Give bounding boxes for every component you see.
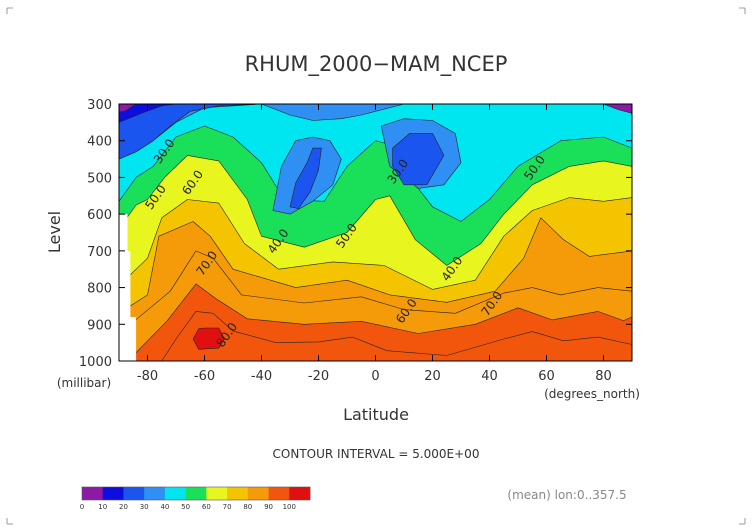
x-tick-label: 0	[371, 369, 379, 384]
x-tick-label: 20	[424, 369, 441, 384]
y-tick-label: 900	[87, 318, 112, 333]
colorbar-swatch	[82, 487, 104, 500]
colorbar-label: 90	[264, 503, 273, 511]
x-tick-label: -80	[137, 369, 158, 384]
axes: -80 -60 -40 -20 0 20 40 60 80 300 400 500 600 700 800 9…	[79, 98, 632, 384]
contour-interval: CONTOUR INTERVAL = 5.000E+00	[273, 447, 480, 461]
y-axis-label: Level	[45, 211, 64, 253]
x-axis-label: Latitude	[343, 405, 409, 424]
x-tick-label: -60	[194, 369, 215, 384]
colorbar-label: 80	[243, 503, 252, 511]
contour-region-90	[192, 327, 225, 350]
y-tick-label: 1000	[79, 355, 112, 370]
colorbar-frame	[81, 486, 311, 501]
colorbar-label: 100	[283, 503, 296, 511]
contour-region-20	[118, 103, 262, 160]
y-tick-label: 400	[87, 135, 112, 150]
colorbar-label: 50	[181, 503, 190, 511]
chart-title: RHUM_2000−MAM_NCEP	[245, 52, 508, 77]
contour-region-25	[392, 133, 445, 186]
y-axis-units: (millibar)	[57, 376, 111, 390]
colorbar-swatch	[206, 487, 228, 500]
crop-marks	[6, 7, 746, 525]
contour-plot	[118, 103, 633, 362]
colorbar-label: 0	[80, 503, 84, 511]
y-tick-label: 500	[87, 171, 112, 186]
colorbar-label: 70	[223, 503, 232, 511]
colorbar-swatch	[164, 487, 186, 500]
y-tick-label: 600	[87, 208, 112, 223]
colorbar-swatch	[123, 487, 145, 500]
colorbar-swatch	[185, 487, 207, 500]
y-tick-label: 700	[87, 245, 112, 260]
contour-region-30b	[289, 147, 322, 209]
colorbar-swatch	[144, 487, 166, 500]
x-tick-label: -20	[308, 369, 329, 384]
colorbar-swatch	[102, 487, 124, 500]
colorbar-swatch	[268, 487, 290, 500]
colorbar-swatch	[227, 487, 249, 500]
colorbar-label: 10	[98, 503, 107, 511]
colorbar-label: 30	[140, 503, 149, 511]
colorbar-label: 40	[160, 503, 169, 511]
colorbar-label: 20	[119, 503, 128, 511]
x-tick-label: 40	[481, 369, 498, 384]
colorbar-swatch	[247, 487, 269, 500]
x-tick-label: -40	[251, 369, 272, 384]
footnote: (mean) lon:0..357.5	[507, 488, 626, 502]
colorbar-swatch	[289, 487, 311, 500]
colorbar-label: 60	[202, 503, 211, 511]
y-tick-label: 300	[87, 98, 112, 113]
x-tick-label: 80	[595, 369, 612, 384]
y-tick-label: 800	[87, 282, 112, 297]
contour-region-85	[161, 311, 633, 362]
colorbar: 0 10 20 30 40 50 60 70 80 90 100	[80, 486, 311, 511]
x-axis-units: (degrees_north)	[544, 387, 640, 401]
x-tick-label: 60	[538, 369, 555, 384]
